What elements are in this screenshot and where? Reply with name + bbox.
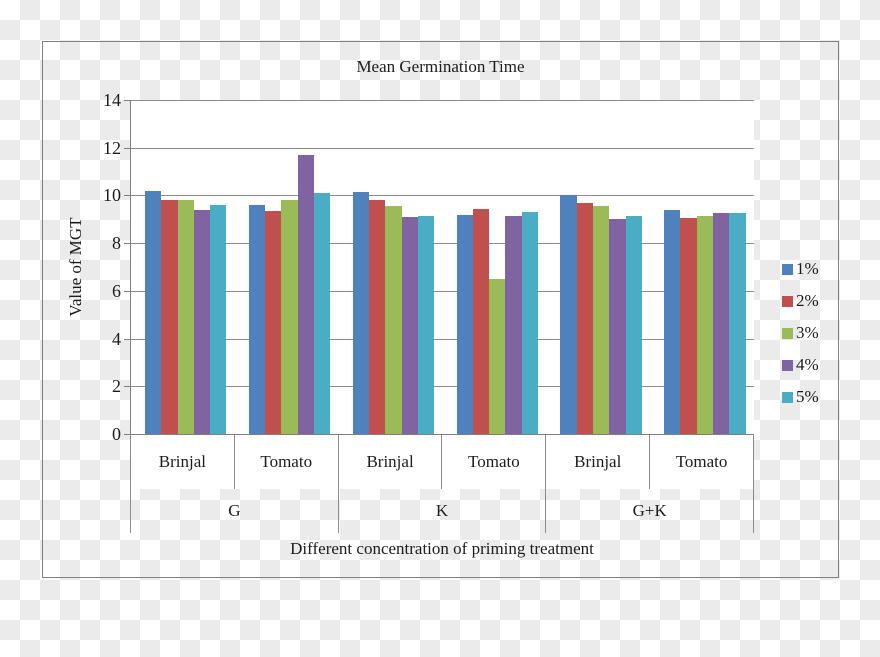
y-tick-label-10: 10 (103, 185, 121, 206)
bar-1%-tomato-1 (248, 204, 266, 434)
gridline-y6 (131, 290, 754, 292)
y-tick-label-8: 8 (112, 233, 121, 254)
bar-2%-brinjal-0 (161, 200, 178, 434)
y-tick-label-12: 12 (103, 137, 121, 158)
category-axis-row: Brinjal Tomato Brinjal Tomato Brinjal Tomato (130, 435, 754, 489)
y-tick-mark-2 (124, 386, 131, 388)
bar-3%-tomato-3 (489, 278, 506, 434)
legend-label: 3% (796, 323, 819, 342)
legend-label: 4% (796, 355, 819, 374)
legend-label: 2% (796, 291, 819, 310)
gridline-y8 (131, 243, 754, 245)
chart-title: Mean Germination Time (356, 57, 525, 76)
group-label-g+k: G+K (546, 489, 755, 533)
bar-1%-brinjal-0 (145, 190, 162, 434)
gridline-y2 (131, 386, 754, 388)
legend-swatch-icon (782, 327, 793, 339)
legend-swatch-icon (782, 391, 793, 403)
legend-label: 1% (796, 259, 819, 278)
group-axis-row: G K G+K (130, 489, 755, 533)
bar-4%-tomato-1 (297, 154, 315, 434)
bar-4%-brinjal-2 (401, 216, 418, 434)
legend-item-5%: 5% (782, 386, 819, 408)
bar-4%-brinjal-4 (609, 219, 626, 434)
gridline-y12 (131, 147, 754, 149)
bar-1%-tomato-3 (456, 214, 473, 434)
y-tick-mark-0 (124, 434, 131, 435)
bar-2%-tomato-3 (472, 208, 490, 434)
category-label-brinjal-2: Brinjal (339, 435, 443, 489)
y-tick-mark-8 (124, 243, 131, 245)
gridline-y4 (131, 338, 754, 340)
bar-5%-brinjal-2 (417, 215, 435, 434)
y-tick-label-4: 4 (112, 328, 121, 349)
legend-item-3%: 3% (782, 322, 819, 344)
plot-area (130, 100, 754, 435)
bar-4%-tomato-5 (713, 213, 730, 434)
bar-2%-tomato-1 (265, 210, 282, 434)
y-tick-mark-10 (124, 195, 131, 197)
bar-5%-brinjal-4 (625, 215, 642, 434)
y-tick-label-6: 6 (112, 280, 121, 301)
legend: 1% 2% 3% 4% 5% (782, 258, 819, 408)
legend-item-2%: 2% (782, 290, 819, 312)
bar-1%-tomato-5 (664, 209, 681, 434)
y-tick-mark-12 (124, 147, 131, 149)
bar-3%-brinjal-2 (385, 206, 402, 434)
group-label-k: K (339, 489, 547, 533)
y-tick-mark-4 (124, 338, 131, 340)
bar-1%-brinjal-2 (352, 191, 369, 434)
gridline-y10 (131, 195, 754, 197)
bar-3%-tomato-5 (696, 215, 714, 434)
bar-2%-brinjal-4 (576, 202, 593, 434)
bar-4%-tomato-3 (505, 215, 522, 434)
group-label-g: G (131, 489, 339, 533)
legend-swatch-icon (782, 263, 793, 275)
gridline-y14 (131, 100, 754, 101)
legend-label: 5% (796, 387, 819, 406)
legend-swatch-icon (782, 295, 793, 307)
y-tick-mark-14 (124, 100, 131, 101)
legend-item-4%: 4% (782, 354, 819, 376)
legend-item-1%: 1% (782, 258, 819, 280)
bar-3%-brinjal-4 (592, 206, 610, 434)
y-tick-mark-6 (124, 290, 131, 292)
legend-swatch-icon (782, 359, 793, 371)
bar-5%-tomato-5 (729, 213, 746, 434)
bar-3%-tomato-1 (281, 200, 298, 434)
category-label-brinjal-0: Brinjal (131, 435, 235, 489)
y-tick-label-0: 0 (112, 424, 121, 444)
bar-1%-brinjal-4 (560, 195, 577, 434)
category-label-tomato-3: Tomato (442, 435, 547, 489)
bar-2%-tomato-5 (680, 218, 697, 434)
bar-3%-brinjal-0 (177, 200, 194, 434)
y-tick-label-14: 14 (103, 90, 121, 110)
category-label-tomato-5: Tomato (650, 435, 754, 489)
bar-5%-brinjal-0 (210, 204, 227, 434)
category-label-tomato-1: Tomato (235, 435, 339, 489)
bar-2%-brinjal-2 (368, 200, 386, 434)
bar-5%-tomato-1 (314, 193, 331, 434)
bar-5%-tomato-3 (521, 212, 538, 434)
y-tick-label-2: 2 (112, 376, 121, 397)
category-label-brinjal-4: Brinjal (546, 435, 651, 489)
bar-4%-brinjal-0 (193, 209, 211, 434)
x-axis-title: Different concentration of priming treat… (290, 539, 594, 558)
